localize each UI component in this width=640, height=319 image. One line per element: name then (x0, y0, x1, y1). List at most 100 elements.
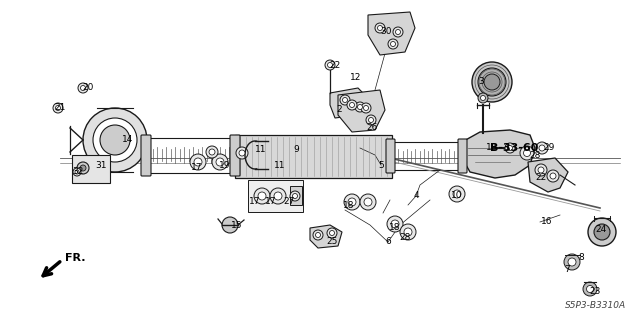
Text: 1: 1 (505, 144, 511, 152)
Circle shape (364, 198, 372, 206)
Circle shape (393, 27, 403, 37)
Circle shape (484, 74, 500, 90)
Text: 27: 27 (284, 197, 294, 206)
Text: 9: 9 (293, 145, 299, 154)
Text: 3: 3 (478, 78, 484, 86)
Circle shape (236, 147, 248, 159)
FancyBboxPatch shape (230, 135, 240, 176)
Circle shape (586, 286, 593, 293)
Text: 29: 29 (543, 144, 555, 152)
Text: 4: 4 (413, 191, 419, 201)
Polygon shape (310, 225, 342, 248)
Polygon shape (462, 130, 535, 178)
Circle shape (361, 103, 371, 113)
Circle shape (212, 154, 228, 170)
Circle shape (369, 117, 374, 122)
Circle shape (535, 164, 547, 176)
Circle shape (190, 154, 206, 170)
Circle shape (391, 220, 399, 228)
Text: 19: 19 (220, 160, 231, 169)
Circle shape (568, 258, 576, 266)
Text: 8: 8 (578, 254, 584, 263)
Text: 18: 18 (343, 201, 355, 210)
Circle shape (349, 102, 355, 108)
FancyBboxPatch shape (458, 139, 467, 173)
Circle shape (328, 63, 333, 68)
Circle shape (325, 60, 335, 70)
Circle shape (453, 190, 461, 198)
Text: S5P3-B3310A: S5P3-B3310A (565, 300, 626, 309)
Circle shape (340, 95, 350, 105)
Text: 20: 20 (83, 84, 93, 93)
Polygon shape (528, 158, 568, 192)
Circle shape (344, 194, 360, 210)
Circle shape (404, 228, 412, 236)
Text: 13: 13 (486, 144, 498, 152)
Circle shape (520, 146, 534, 160)
Circle shape (366, 115, 376, 125)
Text: FR.: FR. (65, 253, 86, 263)
Text: 7: 7 (564, 265, 570, 275)
Circle shape (400, 224, 416, 240)
Circle shape (508, 145, 513, 151)
Circle shape (478, 68, 506, 96)
Text: 24: 24 (595, 226, 607, 234)
Circle shape (481, 95, 486, 100)
Circle shape (355, 102, 365, 112)
Circle shape (547, 170, 559, 182)
Text: 28: 28 (529, 151, 541, 160)
Text: 12: 12 (350, 73, 362, 83)
Text: 14: 14 (122, 136, 134, 145)
Circle shape (330, 231, 335, 235)
Circle shape (388, 39, 398, 49)
Bar (248, 180, 303, 212)
Text: 17: 17 (191, 164, 203, 173)
Circle shape (53, 103, 63, 113)
Circle shape (316, 233, 321, 238)
Circle shape (396, 29, 401, 34)
Circle shape (342, 98, 348, 102)
Circle shape (80, 165, 86, 171)
Circle shape (387, 216, 403, 232)
Circle shape (77, 162, 89, 174)
Polygon shape (330, 88, 370, 118)
Circle shape (505, 143, 515, 153)
FancyBboxPatch shape (141, 135, 151, 176)
Circle shape (390, 41, 396, 47)
Circle shape (472, 62, 512, 102)
Text: 22: 22 (536, 174, 547, 182)
Text: 26: 26 (366, 123, 378, 132)
Circle shape (588, 218, 616, 246)
Circle shape (539, 145, 545, 151)
Circle shape (270, 188, 286, 204)
Circle shape (313, 230, 323, 240)
Text: 11: 11 (275, 160, 285, 169)
Text: 15: 15 (231, 221, 243, 231)
Circle shape (73, 168, 81, 176)
Bar (72, 155, 110, 183)
Circle shape (75, 170, 79, 174)
Circle shape (83, 108, 147, 172)
Circle shape (524, 150, 531, 157)
Text: B-33-60: B-33-60 (490, 143, 538, 153)
Text: 31: 31 (95, 160, 107, 169)
Text: 6: 6 (385, 238, 391, 247)
Circle shape (100, 125, 130, 155)
Text: 22: 22 (330, 61, 340, 70)
Circle shape (358, 105, 362, 109)
Circle shape (564, 254, 580, 270)
Text: 10: 10 (451, 191, 463, 201)
Text: 23: 23 (589, 287, 601, 296)
Circle shape (378, 26, 383, 31)
Circle shape (347, 100, 357, 110)
Circle shape (258, 192, 266, 200)
Text: 5: 5 (378, 160, 384, 169)
Text: 21: 21 (54, 103, 66, 113)
Circle shape (327, 228, 337, 238)
Circle shape (364, 106, 369, 110)
FancyBboxPatch shape (386, 139, 395, 173)
Circle shape (56, 106, 61, 110)
Circle shape (209, 149, 215, 155)
Text: 25: 25 (326, 238, 338, 247)
Circle shape (536, 142, 548, 154)
